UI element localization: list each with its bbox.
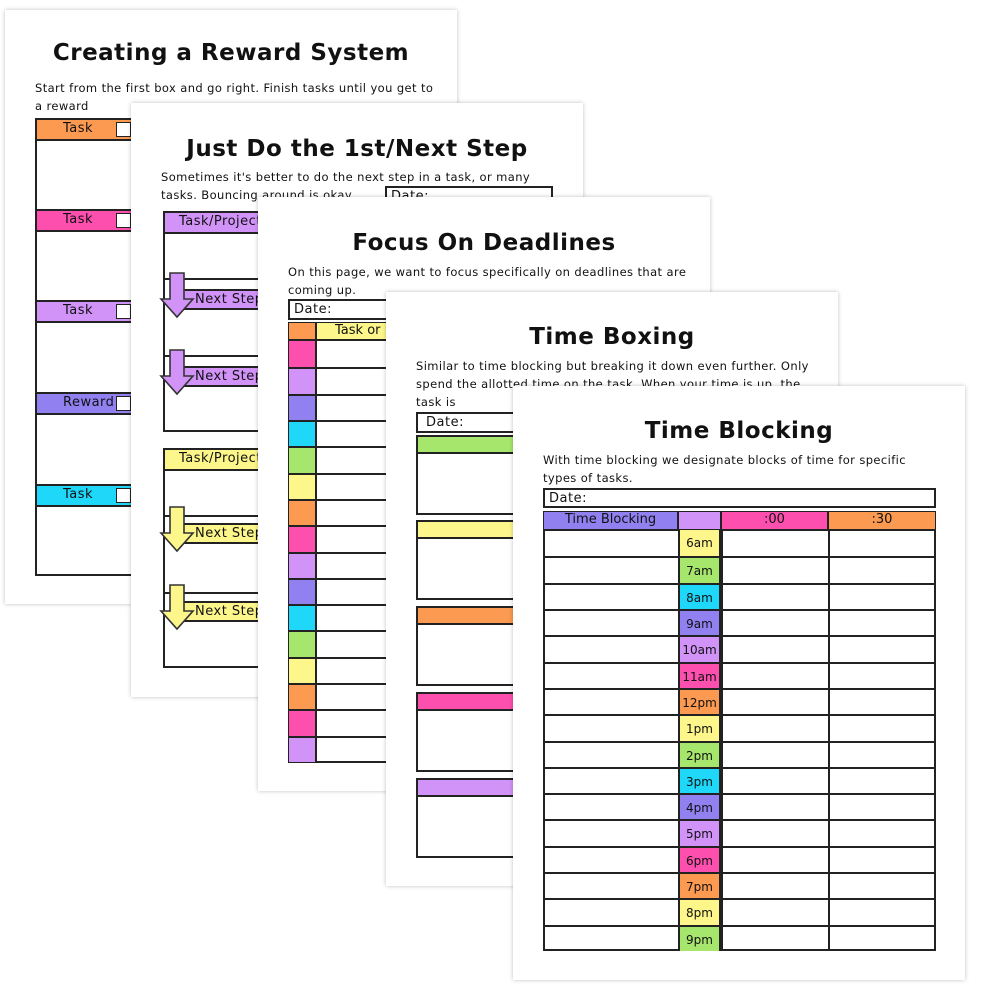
column-header: Time Blocking	[543, 511, 678, 530]
down-arrow-icon	[159, 506, 195, 553]
time-label: 6pm	[678, 845, 721, 873]
time-label: 9pm	[678, 924, 721, 951]
time-label: 11am	[678, 661, 721, 688]
time-label: 7am	[678, 556, 721, 583]
page-description: On this page, we want to focus specifica…	[288, 265, 687, 297]
row-line	[543, 898, 936, 901]
row-line	[543, 924, 936, 927]
time-label: 8pm	[678, 898, 721, 925]
column-header: :30	[828, 511, 936, 530]
checkbox[interactable]	[116, 304, 131, 319]
row-line	[543, 845, 936, 848]
time-label: 6am	[678, 530, 721, 557]
column-line	[828, 529, 830, 951]
page-title: Focus On Deadlines	[352, 230, 616, 256]
bar-label: Task	[63, 303, 94, 318]
down-arrow-icon	[159, 584, 195, 631]
row-line	[543, 556, 936, 559]
page-title: Time Blocking	[644, 418, 834, 444]
row-line	[543, 687, 936, 690]
row-line	[543, 635, 936, 638]
bar-label: Reward	[63, 395, 115, 410]
date-label: Date:	[426, 415, 464, 430]
row-line	[543, 766, 936, 769]
deadline-row-color	[289, 604, 317, 631]
time-label: 12pm	[678, 687, 721, 715]
row-line	[543, 661, 936, 664]
time-label: 9am	[678, 608, 721, 636]
deadline-row-color	[289, 630, 317, 657]
deadline-row-color	[289, 709, 317, 736]
time-label: 4pm	[678, 793, 721, 820]
row-line	[543, 608, 936, 611]
deadline-row-color	[289, 472, 317, 499]
deadline-row-color	[289, 551, 317, 578]
page-title: Time Boxing	[529, 324, 695, 350]
deadline-row-color	[289, 393, 317, 420]
date-label: Date:	[549, 491, 587, 506]
time-label: 5pm	[678, 819, 721, 846]
deadline-row-color	[289, 446, 317, 473]
checkbox[interactable]	[116, 488, 131, 503]
page-title: Creating a Reward System	[52, 40, 410, 66]
column-header: :00	[721, 511, 828, 530]
time-label: 3pm	[678, 766, 721, 794]
row-line	[543, 582, 936, 585]
header-color-cell	[289, 323, 317, 341]
deadline-row-color	[289, 656, 317, 684]
column-line	[721, 529, 723, 951]
time-label: 8am	[678, 582, 721, 609]
time-label: 7pm	[678, 872, 721, 899]
down-arrow-icon	[159, 349, 195, 396]
date-field[interactable]: Date:	[543, 488, 936, 508]
deadline-row-color	[289, 419, 317, 447]
row-line	[543, 740, 936, 743]
checkbox[interactable]	[116, 122, 131, 137]
column-header	[678, 511, 721, 530]
bar-label: Task	[63, 121, 94, 136]
time-table	[543, 529, 936, 951]
row-line	[543, 714, 936, 717]
deadline-row-color	[289, 577, 317, 605]
page-description: With time blocking we designate blocks o…	[543, 453, 906, 485]
deadline-row-color	[289, 683, 317, 710]
row-line	[543, 819, 936, 822]
time-label: 1pm	[678, 714, 721, 741]
bar-label: Task	[63, 487, 94, 502]
checkbox[interactable]	[116, 213, 131, 228]
time-label: 10am	[678, 635, 721, 662]
row-line	[543, 793, 936, 796]
deadline-row-color	[289, 367, 317, 394]
time-label: 2pm	[678, 740, 721, 767]
page-title: Just Do the 1st/Next Step	[186, 136, 528, 162]
deadline-row-color	[289, 498, 317, 526]
checkbox[interactable]	[116, 396, 131, 411]
date-label: Date:	[294, 302, 332, 317]
deadline-row-color	[289, 525, 317, 552]
deadline-row-color	[289, 341, 317, 368]
page-time-blocking: Time Blocking With time blocking we desi…	[513, 386, 965, 980]
bar-label: Task	[63, 212, 94, 227]
deadline-row-color	[289, 735, 317, 762]
row-line	[543, 872, 936, 875]
down-arrow-icon	[159, 272, 195, 319]
page-description: Start from the first box and go right. F…	[35, 81, 434, 113]
